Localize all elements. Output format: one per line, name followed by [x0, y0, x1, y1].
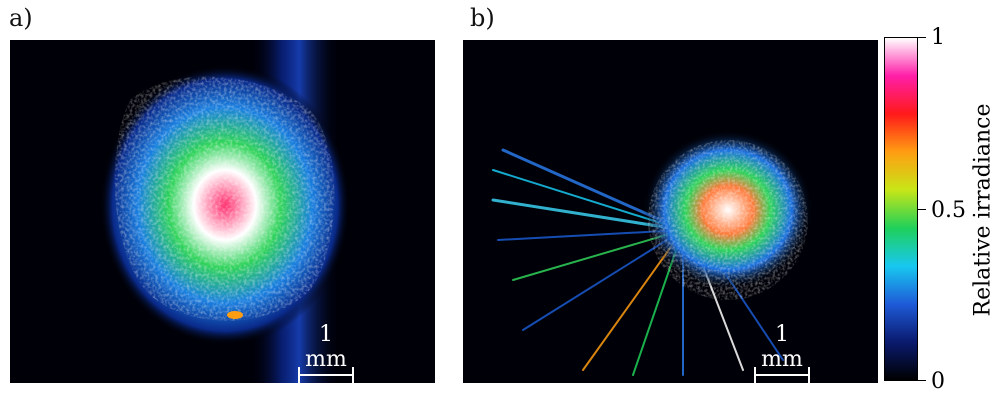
colorbar-tick-mid	[918, 209, 926, 210]
colorbar-tick-label-0: 0	[931, 371, 945, 393]
colorbar	[884, 37, 918, 381]
panel-a-irradiance-map	[10, 40, 435, 383]
colorbar-tick-top	[918, 37, 926, 38]
panel-b-scale-bar: 1 mm	[754, 322, 810, 376]
panel-a-label: a)	[9, 4, 33, 32]
panel-a-image: 1 mm	[10, 40, 435, 383]
colorbar-tick-label-0-5: 0.5	[931, 200, 966, 222]
panel-b-image: 1 mm	[463, 40, 878, 383]
panel-b-scale-line	[754, 374, 810, 376]
panel-b-scale-label: 1 mm	[754, 322, 810, 372]
colorbar-tick-label-1: 1	[931, 27, 945, 49]
panel-b-label: b)	[470, 4, 495, 32]
panel-a-scale-label: 1 mm	[298, 322, 354, 372]
colorbar-title: Relative irradiance	[971, 104, 994, 317]
panel-b-irradiance-map	[463, 40, 878, 383]
colorbar-tick-bottom	[918, 380, 926, 381]
panel-a-scale-line	[298, 374, 354, 376]
panel-a-scale-bar: 1 mm	[298, 322, 354, 376]
